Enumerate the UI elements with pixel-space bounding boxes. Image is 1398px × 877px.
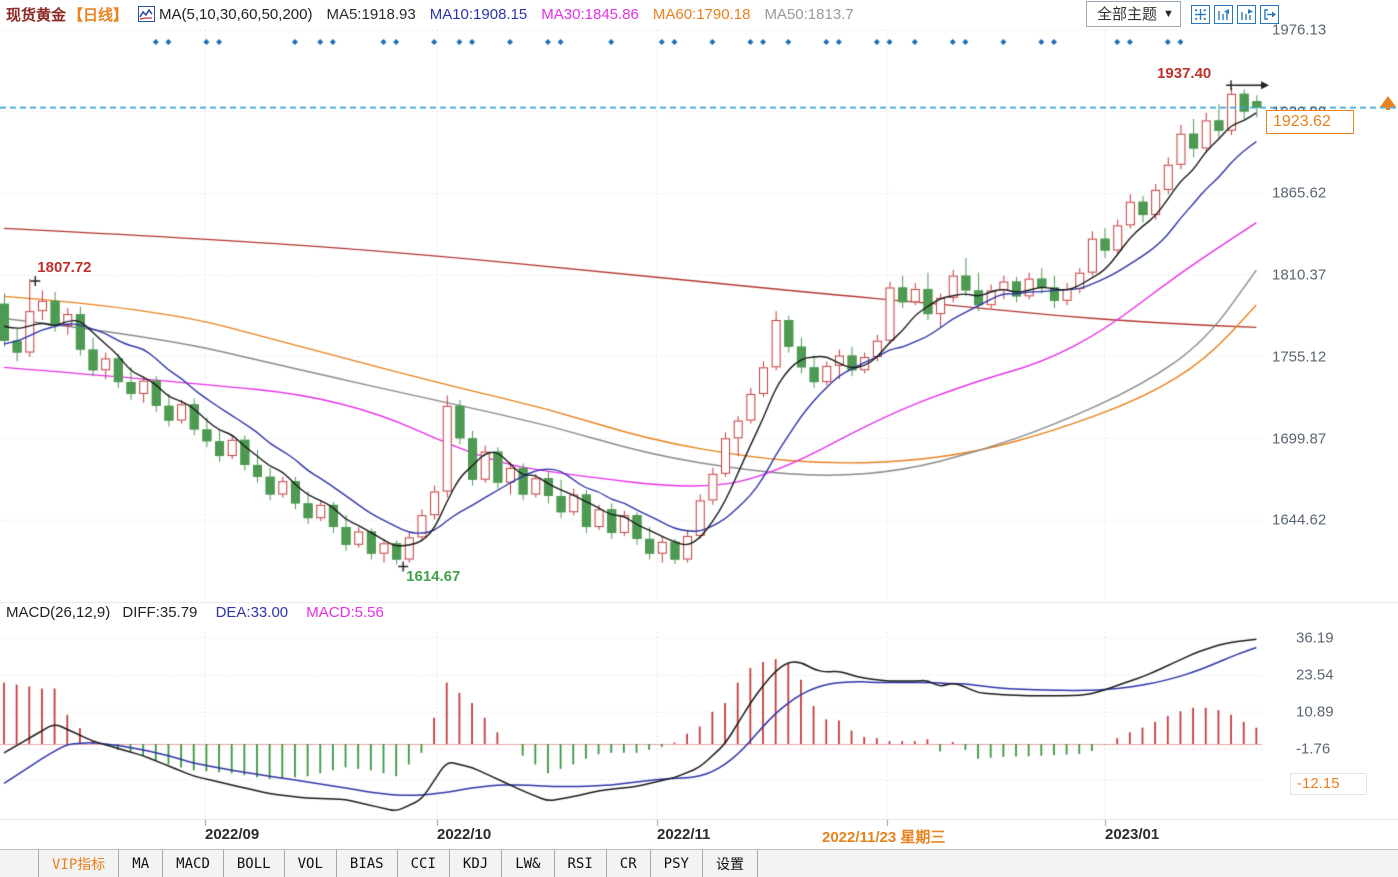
price-axis-label: 1865.62 (1272, 184, 1327, 202)
price-axis-label: 1644.62 (1272, 511, 1327, 529)
macd-axis-label: -1.76 (1296, 740, 1331, 758)
tab-CCI[interactable]: CCI (398, 850, 450, 877)
theme-dropdown[interactable]: 全部主题 ▼ (1086, 1, 1181, 27)
tab-PSY[interactable]: PSY (651, 850, 703, 877)
ma-settings-label: MA(5,10,30,60,50,200) (159, 5, 313, 23)
tab-RSI[interactable]: RSI (555, 850, 607, 877)
ma-value: MA50:1813.7 (764, 5, 854, 23)
time-axis-label: 2022/11 (657, 826, 711, 843)
tab-LW&[interactable]: LW& (502, 850, 555, 877)
macd-diff-value: DIFF:35.79 (122, 604, 198, 621)
price-up-arrow-icon (1380, 96, 1396, 110)
macd-axis-label: 23.54 (1296, 666, 1334, 684)
move-crosshair-icon[interactable] (1190, 4, 1210, 24)
ma-value: MA10:1908.15 (429, 5, 528, 23)
price-axis-label: 1755.12 (1272, 348, 1327, 366)
tab-VOL[interactable]: VOL (285, 850, 337, 877)
ma-value: MA60:1790.18 (652, 5, 751, 23)
annotation-low: 1614.67 (406, 568, 461, 586)
chevron-down-icon: ▼ (1163, 7, 1174, 20)
annotation-left-high: 1807.72 (37, 259, 92, 277)
price-axis-label: 1976.13 (1272, 21, 1327, 39)
macd-axis-label: 36.19 (1296, 629, 1334, 647)
period-label[interactable]: 【日线】 (68, 6, 129, 24)
pan-right-icon[interactable] (1236, 4, 1256, 24)
line-chart-icon[interactable] (138, 6, 156, 22)
ma-values: MA5:1918.93 MA10:1908.15 MA30:1845.86 MA60:… (312, 6, 853, 23)
ma-value: MA5:1918.93 (326, 5, 416, 23)
theme-dropdown-label: 全部主题 (1097, 6, 1158, 23)
macd-title: MACD(26,12,9) (6, 604, 111, 621)
annotation-high: 1937.40 (1157, 65, 1212, 83)
current-price-badge: 1923.62 (1266, 110, 1354, 134)
tab-KDJ[interactable]: KDJ (450, 850, 503, 877)
macd-indicator-row: MACD(26,12,9) DIFF:35.79 DEA:33.00 MACD:… (6, 604, 384, 621)
tab-设置[interactable]: 设置 (703, 850, 758, 877)
symbol-name: 现货黄金 (6, 6, 67, 24)
pan-left-icon[interactable] (1213, 4, 1233, 24)
macd-dea-value: DEA:33.00 (215, 604, 289, 621)
step-out-icon[interactable] (1259, 4, 1279, 24)
macd-axis-label: -12.15 (1290, 772, 1367, 795)
chart-header: 现货黄金 【日线】 MA(5,10,30,60,50,200) MA5:1918… (0, 0, 1398, 28)
time-axis-label: 2022/09 (205, 826, 260, 843)
time-axis-label: 2023/01 (1105, 826, 1160, 843)
tab-CR[interactable]: CR (607, 850, 651, 877)
tab-BOLL[interactable]: BOLL (224, 850, 285, 877)
macd-macd-value: MACD:5.56 (306, 604, 384, 621)
indicator-tab-bar: VIP指标 MA MACD BOLL VOL BIAS CCI KDJ LW& RSI CR PSY 设… (0, 849, 1398, 877)
tab-MA[interactable]: MA (119, 850, 164, 877)
header-controls: 全部主题 ▼ (1086, 1, 1279, 27)
tab-MACD[interactable]: MACD (163, 850, 224, 877)
price-axis-label: 1699.87 (1272, 430, 1327, 447)
tab-VIP指标[interactable]: VIP指标 (38, 850, 120, 877)
ma-value: MA30:1845.86 (541, 5, 639, 23)
macd-axis-label: 10.89 (1296, 703, 1334, 721)
tab-BIAS[interactable]: BIAS (337, 850, 398, 877)
price-axis-label: 1810.37 (1272, 266, 1327, 284)
time-axis-label: 2022/11/23 星期三 (822, 829, 946, 846)
time-axis-label: 2022/10 (437, 826, 492, 843)
